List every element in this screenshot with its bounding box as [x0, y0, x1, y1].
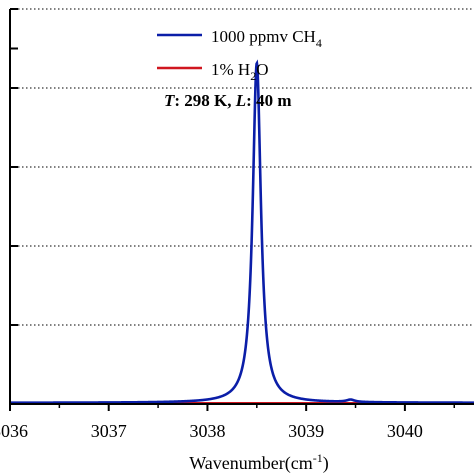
- legend-label-h2o: 1% H2O: [211, 60, 268, 83]
- legend: 1000 ppmv CH4 1% H2O: [157, 27, 322, 83]
- x-tick-label-1: 3037: [91, 421, 127, 441]
- grid-lines: [10, 8, 474, 326]
- axes: [9, 8, 474, 405]
- x-tick-label-0: 3036: [0, 421, 28, 441]
- x-tick-label-4: 3040: [387, 421, 423, 441]
- x-tick-label-2: 3038: [189, 421, 225, 441]
- x-axis-ticks: 3036 3037 3038 3039 3040: [0, 404, 456, 441]
- legend-label-ch4: 1000 ppmv CH4: [211, 27, 322, 50]
- x-tick-label-3: 3039: [288, 421, 324, 441]
- x-axis-label: Wavenumber(cm-1): [189, 451, 329, 474]
- series-line-ch4: [10, 59, 474, 404]
- conditions-annotation: T: 298 K, L: 40 m: [164, 91, 292, 110]
